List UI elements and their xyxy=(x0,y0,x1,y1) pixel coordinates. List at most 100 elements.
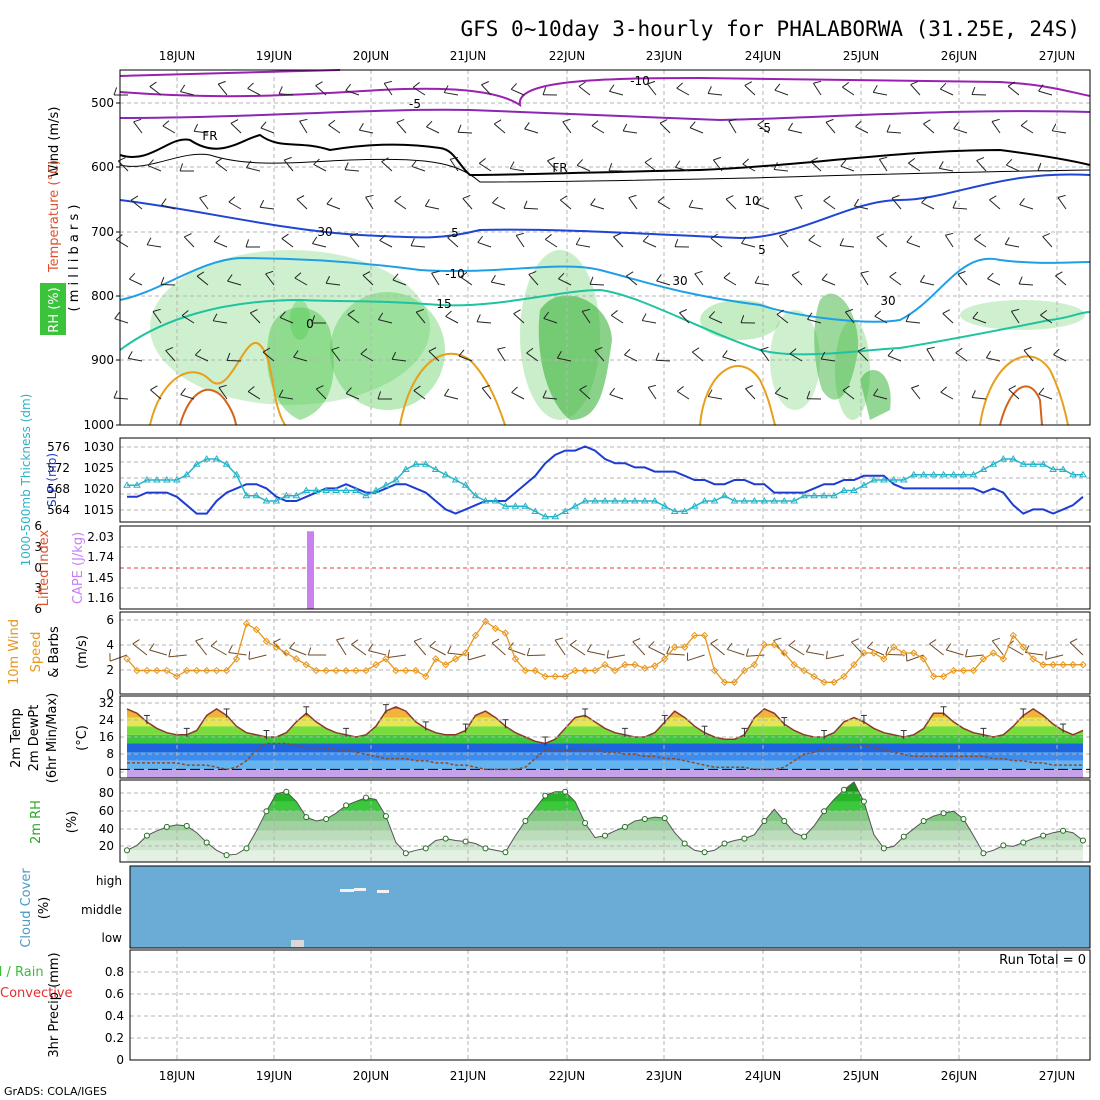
upper-wind-barb-5-12 xyxy=(528,274,539,286)
upper-wind-barb-2-23-flag xyxy=(879,156,888,160)
thickness-point-19 xyxy=(312,486,321,493)
upper-wind-barb-4-25 xyxy=(944,234,954,248)
thickness-point-66 xyxy=(780,497,789,504)
wind10m-point-51 xyxy=(631,661,639,669)
upper-wind-barb-8-13 xyxy=(543,397,558,400)
upper-wind-barb-4-11-flag xyxy=(477,235,484,243)
wind10m-barb-60 xyxy=(710,643,725,656)
upper-wind-barb-6-28-flag xyxy=(1040,309,1048,316)
thickness-point-43 xyxy=(551,512,560,520)
upper-wind-barb-4-28 xyxy=(1042,236,1053,248)
upper-wind-barb-7-24 xyxy=(926,348,935,362)
wind10m-barb-62-flag xyxy=(726,642,733,650)
upper-wind-barb-7-15-flag xyxy=(624,348,631,356)
wind10m-barb-10 xyxy=(210,645,227,656)
upper-wind-barb-2-11 xyxy=(478,162,492,172)
rh2m-point-50 xyxy=(621,823,628,830)
label-rh2m-unit: (%) xyxy=(65,811,80,834)
upper-wind-barb-2-7-flag xyxy=(344,162,349,170)
upper-wind-barb-5-9 xyxy=(431,272,440,286)
upper-wind-barb-0-19 xyxy=(744,85,756,96)
upper-wind-barb-0-19-flag xyxy=(744,81,753,86)
upper-wind-barb-5-24 xyxy=(920,281,935,286)
thickness-point-28 xyxy=(401,465,410,472)
wind10m-point-49 xyxy=(611,666,619,675)
upper-wind-barb-1-8 xyxy=(396,122,407,134)
thickness-point-82 xyxy=(939,470,948,478)
upper-wind-barb-4-15-flag xyxy=(613,233,621,238)
upper-wind-barb-8-0-flag xyxy=(113,390,118,399)
thickness-point-16 xyxy=(282,491,291,499)
wind10m-point-53 xyxy=(651,662,659,670)
upper-wind-barb-6-16-flag xyxy=(641,313,647,321)
upper-wind-barb-8-19-flag xyxy=(745,385,753,390)
upper-wind-barb-7-0-flag xyxy=(127,351,133,359)
upper-wind-barb-8-28-flag xyxy=(1038,387,1045,395)
upper-wind-barb-8-5 xyxy=(279,396,294,400)
upper-wind-barb-7-18 xyxy=(722,356,737,362)
wind10m-point-31 xyxy=(432,655,440,663)
wind10m-barb-2 xyxy=(132,643,148,656)
temp-band-5 xyxy=(127,726,1083,735)
wind10m-barb-66-flag xyxy=(773,637,782,641)
upper-wind-barb-0-0-flag xyxy=(113,87,118,96)
rh2m-point-58 xyxy=(701,849,708,856)
wind-frame xyxy=(119,611,1091,695)
wind10m-point-66 xyxy=(780,649,788,657)
upper-wind-barb-1-24 xyxy=(923,123,935,134)
contour-15 xyxy=(119,288,1091,356)
upper-wind-barb-4-7-flag xyxy=(350,232,358,237)
rh-frame xyxy=(119,779,1091,863)
upper-wind-barb-2-11-flag xyxy=(478,158,486,164)
upper-wind-barb-5-26 xyxy=(987,278,1001,286)
cape-lifted-index-panel: 6 3 0 3 6 2.03 1.74 1.45 1.16 xyxy=(34,519,1091,616)
upper-wind-barb-0-3 xyxy=(217,83,228,96)
label-precip-total: Total / Rain xyxy=(0,965,44,980)
upper-wind-barb-3-8-flag xyxy=(394,195,402,202)
thickness-point-96 xyxy=(1079,470,1087,478)
upper-wind-barb-0-21 xyxy=(812,82,822,96)
upper-wind-barb-1-20 xyxy=(788,129,803,134)
thickness-point-34 xyxy=(461,481,470,488)
upper-wind-barb-5-28-flag xyxy=(1055,271,1063,277)
upper-wind-barb-0-2 xyxy=(180,91,195,96)
upper-wind-barb-4-12 xyxy=(515,235,525,248)
wind10m-barb-62 xyxy=(727,648,745,656)
upper-wind-barb-2-14-flag xyxy=(576,159,584,166)
wind10m-point-40 xyxy=(521,666,530,675)
thickness-point-40 xyxy=(521,502,530,509)
upper-wind-barb-3-19-flag xyxy=(755,197,762,205)
thickness-point-18 xyxy=(302,486,311,493)
upper-wind-barb-3-7 xyxy=(365,196,374,210)
upper-wind-barb-6-5 xyxy=(279,317,294,324)
upper-wind-barb-0-17-flag xyxy=(676,82,684,89)
wind10m-point-78 xyxy=(900,649,908,657)
thickness-point-25 xyxy=(372,486,380,493)
wind10m-point-87 xyxy=(989,649,998,657)
slp-tick-3: 1015 xyxy=(83,503,114,517)
thickness-point-44 xyxy=(561,507,570,514)
wind10m-point-14 xyxy=(262,637,271,645)
upper-wind-barb-6-27 xyxy=(1010,310,1020,324)
upper-wind-barb-8-3-flag xyxy=(218,384,227,389)
thickness-point-51 xyxy=(630,497,639,504)
thickness-point-9 xyxy=(212,455,221,462)
wind10m-barb-58 xyxy=(687,654,705,662)
upper-wind-barb-6-9 xyxy=(415,311,426,324)
upper-wind-barb-6-6-flag xyxy=(311,315,316,324)
slp-line xyxy=(127,445,1084,515)
upper-wind-barb-5-2-flag xyxy=(196,271,205,277)
wind10m-point-59 xyxy=(710,666,719,675)
x-bottom-label-6: 24JUN xyxy=(745,1069,782,1083)
upper-wind-barb-2-26 xyxy=(976,160,987,172)
upper-wind-barb-4-19 xyxy=(741,242,756,248)
upper-tick-label-5: 1000 xyxy=(83,418,114,432)
label-precip-axis: 3hr Precip (mm) xyxy=(47,952,62,1057)
upper-wind-barb-0-8 xyxy=(383,83,393,96)
wind10m-point-56 xyxy=(680,643,689,651)
cloud-tick-1: middle xyxy=(81,903,122,917)
upper-wind-barb-5-0-flag xyxy=(128,272,136,280)
upper-wind-barb-1-9 xyxy=(426,126,440,134)
upper-wind-barb-3-26 xyxy=(989,199,1001,210)
upper-wind-barb-0-16 xyxy=(646,83,657,96)
